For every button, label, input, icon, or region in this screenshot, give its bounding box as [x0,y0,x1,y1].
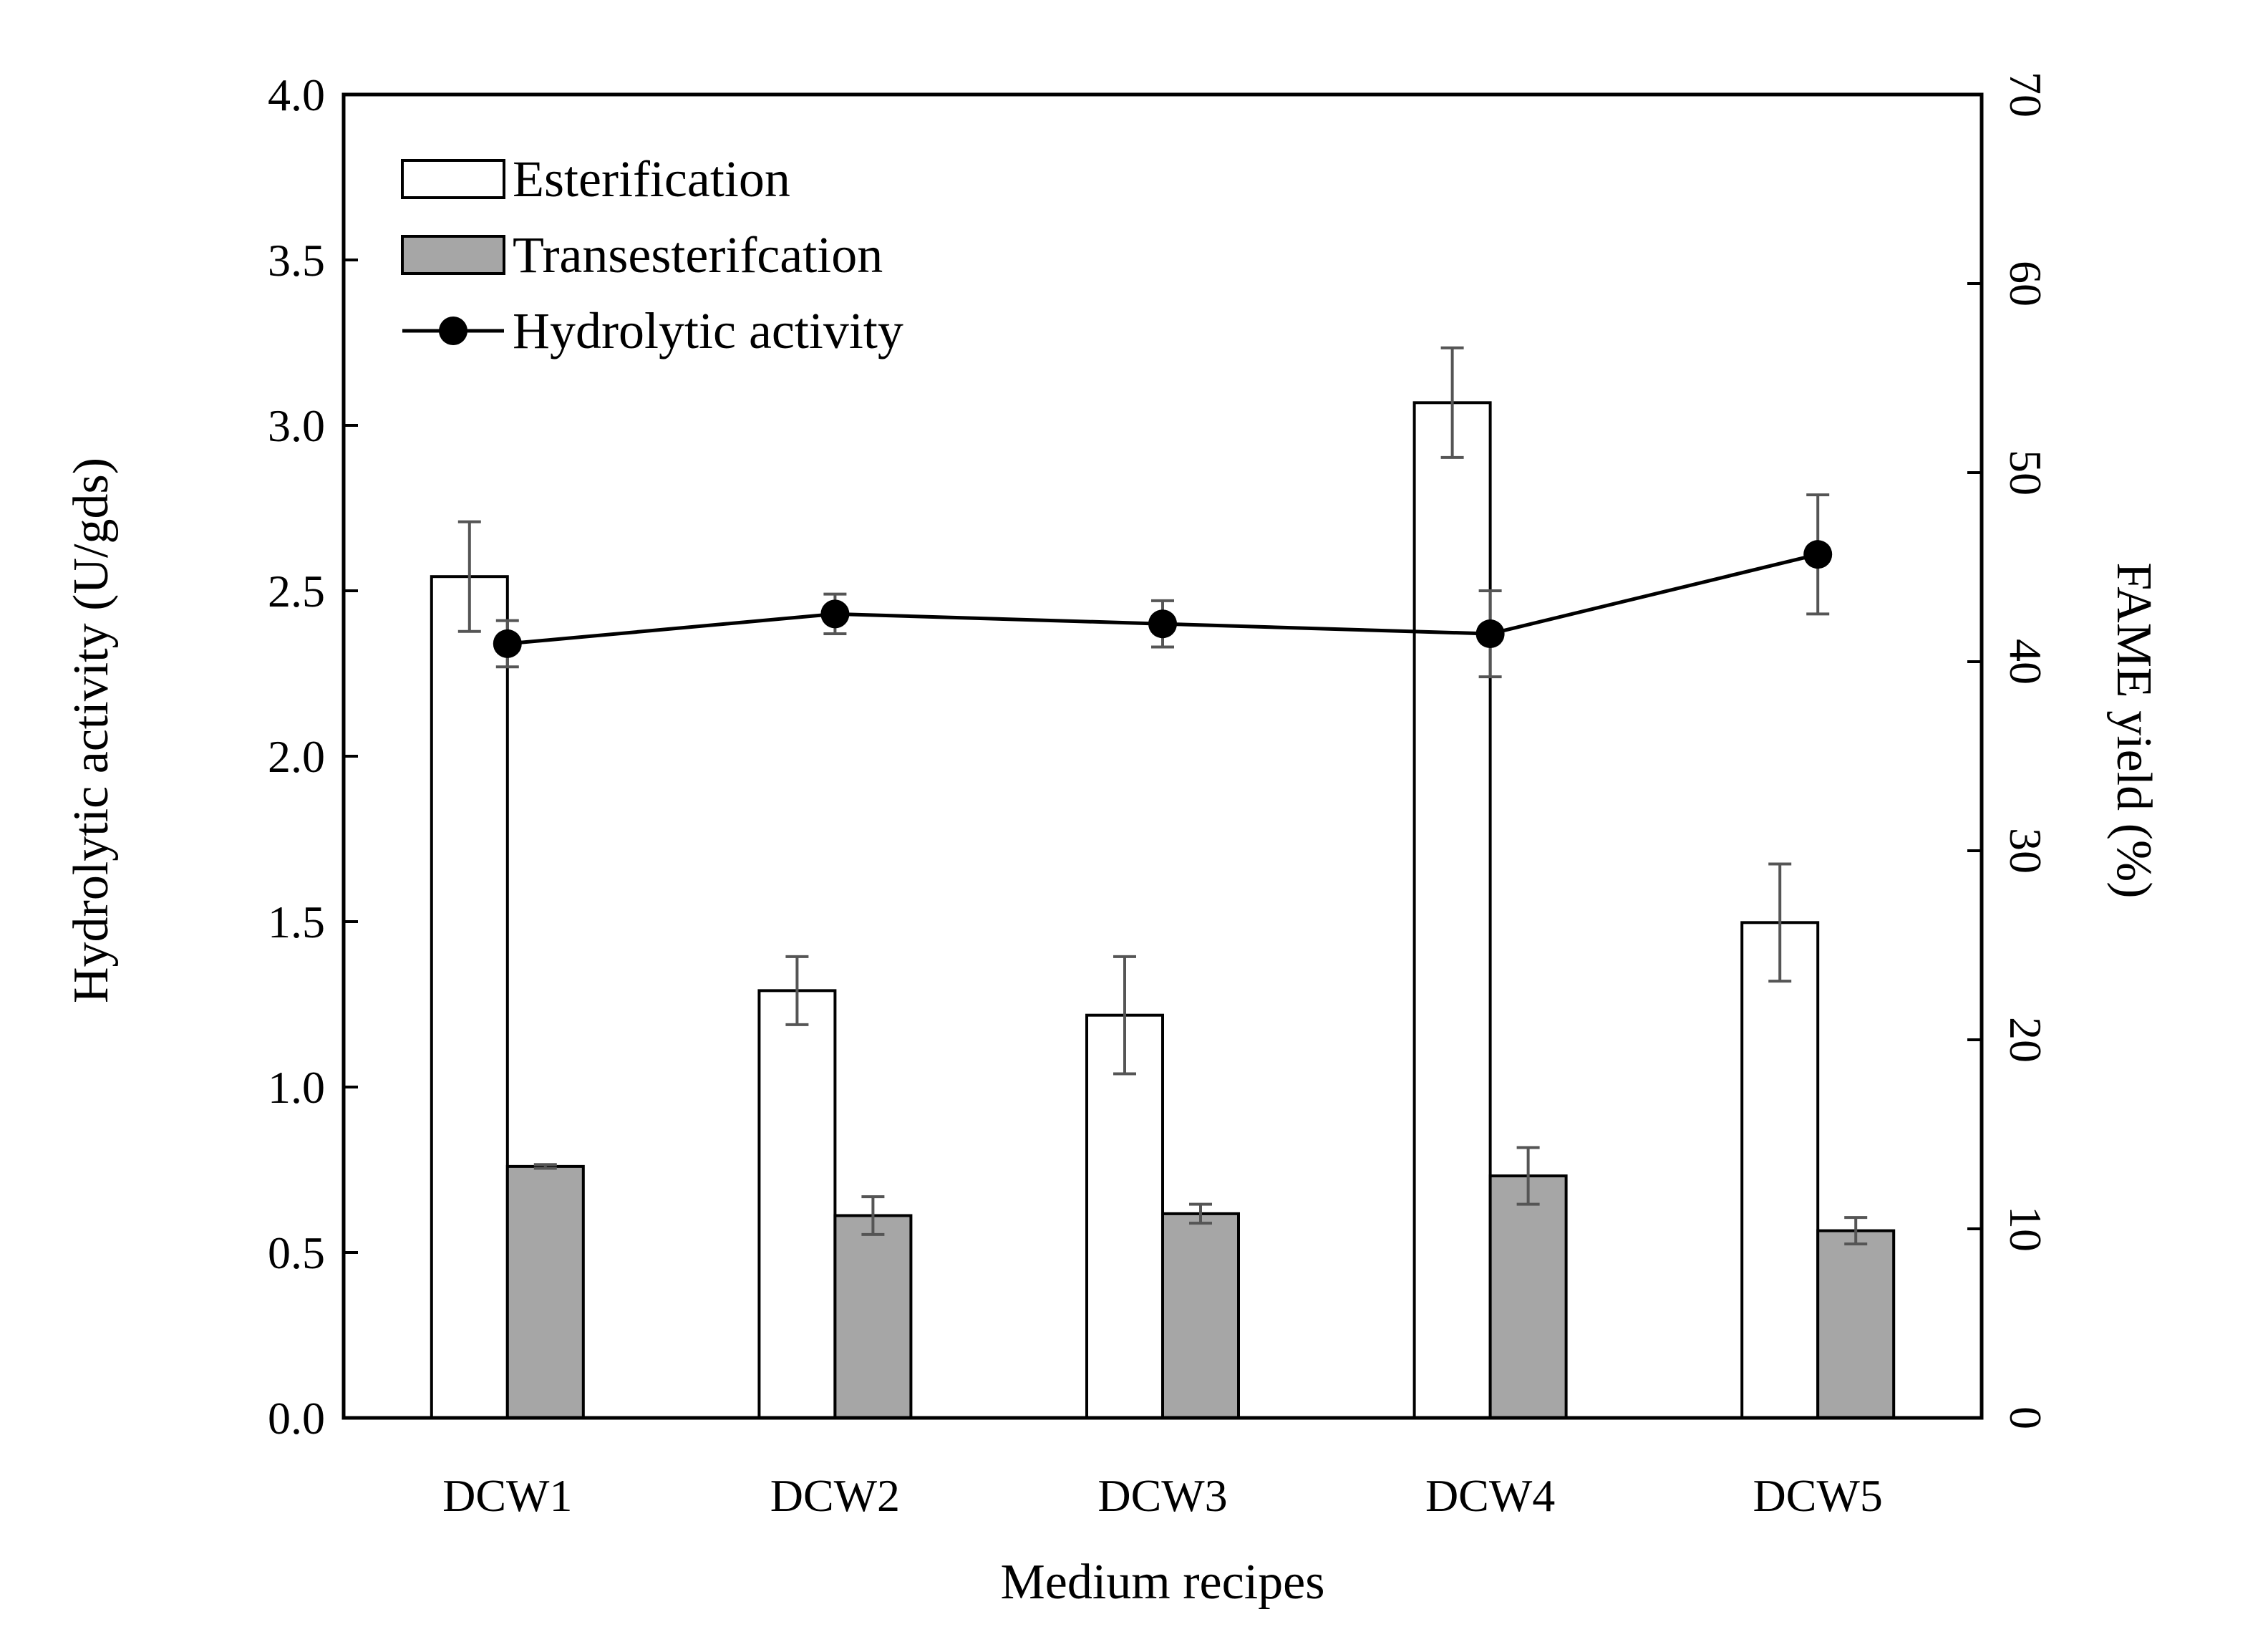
bar-esterification-dcw5 [1740,921,1820,1419]
x-tick-label-dcw3: DCW3 [1097,1470,1227,1521]
y-left-tick-label-5: 2.5 [268,566,325,617]
y-right-tick-label-0: 0 [2000,1406,2051,1429]
y-left-tick-label-6: 3.0 [268,400,325,451]
error-bar-layer [457,346,1868,1246]
point-hydrolytic-dcw1 [493,629,522,658]
bar-esterification-dcw4 [1412,401,1492,1420]
bar-transesterifcation-dcw4 [1488,1174,1568,1419]
y-right-tick-label-5: 50 [2000,450,2051,496]
x-tick-label-dcw5: DCW5 [1753,1470,1883,1521]
point-hydrolytic-dcw4 [1475,619,1505,649]
bar-layer [430,401,1896,1420]
y-right-tick-label-7: 70 [2000,72,2051,117]
legend-swatch-esterification [401,159,505,199]
y-left-tick-label-7: 3.5 [268,235,325,286]
y-axis-right-title: FAME yield (%) [2106,562,2161,898]
x-axis-title: Medium recipes [1001,1555,1325,1610]
y-left-tick-label-4: 2.0 [268,731,325,782]
legend-label-hydrolytic: Hydrolytic activity [513,302,903,359]
x-tick-label-dcw2: DCW2 [770,1470,900,1521]
y-left-tick-label-3: 1.5 [268,897,325,947]
legend: Esterification Transesterifcation Hydrol… [401,150,903,359]
y-axis-left-title: Hydrolytic activity (U/gds) [64,458,119,1003]
bar-esterification-dcw3 [1085,1013,1164,1420]
legend-marker-hydrolytic [439,317,467,345]
bar-esterification-dcw1 [430,575,509,1420]
y-right-tick-label-3: 30 [2000,828,2051,874]
y-right-tick-label-6: 60 [2000,261,2051,306]
bar-transesterifcation-dcw2 [833,1214,913,1420]
legend-label-esterification: Esterification [513,150,790,208]
point-hydrolytic-dcw2 [820,599,850,629]
axes-layer: DCW1 DCW2 DCW3 DCW4 DCW5 0.0 0.5 1.0 1.5 2.0 2.5 3.… [268,69,2051,1521]
y-left-tick-label-2: 1.0 [268,1062,325,1113]
bar-esterification-dcw2 [757,989,837,1419]
x-tick-label-dcw1: DCW1 [442,1470,572,1521]
y-right-tick-label-4: 40 [2000,639,2051,685]
bar-transesterifcation-dcw3 [1161,1212,1240,1419]
line-layer [493,540,1833,658]
y-left-tick-label-0: 0.0 [268,1393,325,1444]
x-tick-label-dcw4: DCW4 [1425,1470,1555,1521]
legend-swatch-transesterification [401,235,505,275]
y-left-tick-label-8: 4.0 [268,69,325,120]
y-right-tick-label-1: 10 [2000,1206,2051,1252]
point-hydrolytic-dcw5 [1803,540,1833,569]
point-hydrolytic-dcw3 [1148,609,1177,639]
bar-transesterifcation-dcw5 [1816,1229,1896,1419]
bar-transesterifcation-dcw1 [505,1164,585,1419]
y-right-tick-label-2: 20 [2000,1017,2051,1063]
y-left-tick-label-1: 0.5 [268,1227,325,1278]
legend-label-transesterification: Transesterifcation [513,226,883,284]
